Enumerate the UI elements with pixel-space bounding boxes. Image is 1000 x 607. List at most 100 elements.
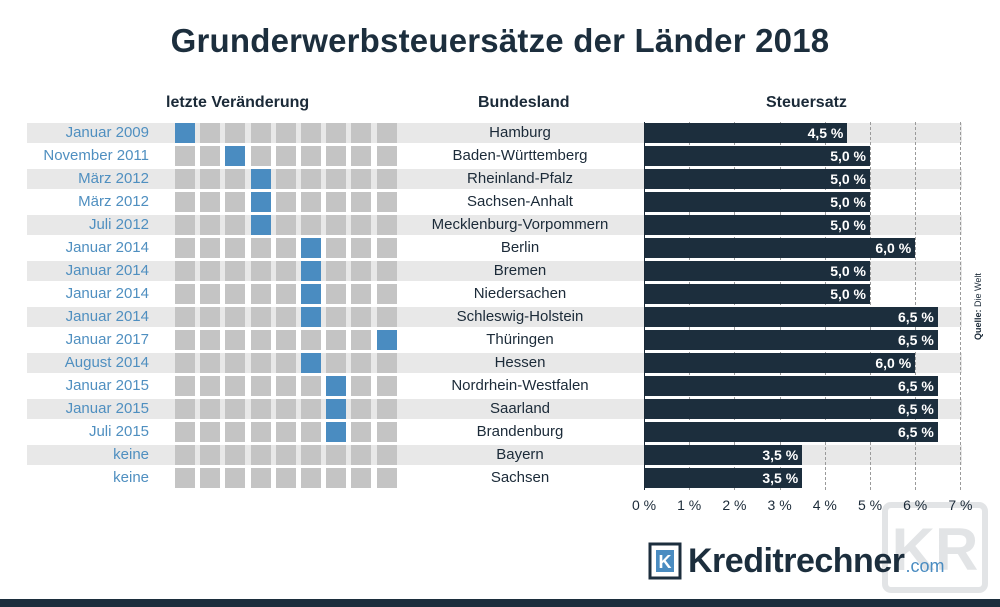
timeline-square-highlight: [250, 169, 271, 189]
rate-bar: [644, 376, 938, 396]
timeline-square: [351, 284, 372, 304]
timeline-square: [376, 146, 397, 166]
timeline-square: [250, 146, 271, 166]
timeline-square: [250, 284, 271, 304]
timeline-square: [200, 376, 221, 396]
state-label: Brandenburg: [476, 423, 564, 440]
timeline-square: [200, 146, 221, 166]
x-axis-baseline: [644, 122, 645, 490]
timeline-square: [175, 399, 195, 419]
timeline-square: [326, 445, 347, 465]
timeline-square: [351, 330, 372, 350]
x-tick-label: 0 %: [631, 497, 657, 513]
rate-bar: [644, 238, 916, 258]
timeline-square: [376, 353, 397, 373]
rate-bar: [644, 399, 938, 419]
rate-bar-label: 6,5 %: [897, 309, 934, 325]
timeline-square-highlight: [301, 353, 321, 373]
timeline-square: [225, 422, 246, 442]
last-change-label: keine: [113, 469, 149, 486]
last-change-label: März 2012: [78, 170, 149, 187]
timeline-square: [326, 284, 347, 304]
last-change-label: Januar 2009: [65, 124, 149, 141]
timeline-square: [275, 261, 296, 281]
timeline-square: [376, 468, 397, 488]
timeline-square: [301, 192, 321, 212]
timeline-square: [250, 399, 271, 419]
timeline-square: [250, 353, 271, 373]
timeline-square-highlight: [326, 399, 347, 419]
timeline-square: [275, 146, 296, 166]
gridline: [779, 122, 781, 490]
chart-title: Grunderwerbsteuersätze der Länder 2018: [170, 22, 830, 59]
timeline-square-highlight: [376, 330, 397, 350]
rate-bar-label: 5,0 %: [830, 171, 866, 187]
timeline-square: [175, 468, 195, 488]
timeline-square: [200, 123, 221, 143]
gridline: [824, 122, 826, 490]
timeline-square: [225, 238, 246, 258]
rate-bar-label: 6,0 %: [875, 240, 912, 256]
timeline-square: [376, 215, 397, 235]
last-change-label: Januar 2014: [65, 308, 149, 325]
header-rate: Steuersatz: [766, 94, 847, 111]
timeline-square: [376, 261, 397, 281]
timeline-square: [225, 353, 246, 373]
timeline-square: [275, 330, 296, 350]
timeline-square: [225, 376, 246, 396]
timeline-square: [301, 376, 321, 396]
timeline-square: [175, 215, 195, 235]
timeline-square: [351, 422, 372, 442]
timeline-square: [275, 468, 296, 488]
timeline-square: [225, 399, 246, 419]
timeline-square: [376, 284, 397, 304]
timeline-square-highlight: [326, 376, 347, 396]
last-change-label: November 2011: [43, 147, 149, 164]
timeline-square: [326, 261, 347, 281]
last-change-label: März 2012: [78, 193, 149, 210]
rate-bar-label: 6,5 %: [897, 424, 934, 440]
watermark-logo-icon: KR: [882, 502, 988, 593]
timeline-square: [275, 192, 296, 212]
timeline-square: [351, 146, 372, 166]
timeline-square: [200, 353, 221, 373]
timeline-square: [275, 399, 296, 419]
timeline-square: [351, 468, 372, 488]
timeline-square-highlight: [301, 261, 321, 281]
timeline-square: [376, 238, 397, 258]
gridline: [915, 122, 917, 490]
timeline-square: [351, 169, 372, 189]
timeline-square: [326, 192, 347, 212]
timeline-square: [200, 399, 221, 419]
timeline-square: [351, 238, 372, 258]
timeline-square: [301, 468, 321, 488]
timeline-square: [200, 215, 221, 235]
timeline-square: [275, 215, 296, 235]
last-change-label: Januar 2014: [65, 239, 149, 256]
state-label: Sachsen-Anhalt: [467, 193, 573, 210]
state-label: Baden-Württemberg: [452, 147, 588, 164]
brand-logo: K Kreditrechner .com: [648, 541, 944, 581]
timeline-square: [250, 307, 271, 327]
x-tick-label: 3 %: [767, 497, 792, 513]
timeline-square: [175, 169, 195, 189]
timeline-square: [175, 422, 195, 442]
timeline-square-highlight: [301, 238, 321, 258]
timeline-square: [376, 192, 397, 212]
timeline-square: [326, 468, 347, 488]
last-change-label: Januar 2014: [65, 262, 149, 279]
rate-bar: [644, 468, 803, 488]
timeline-square: [376, 422, 397, 442]
rate-bar: [644, 192, 870, 212]
rate-bar: [644, 445, 803, 465]
timeline-square: [351, 215, 372, 235]
timeline-square: [275, 307, 296, 327]
state-label: Schleswig-Holstein: [456, 308, 584, 325]
state-label: Rheinland-Pfalz: [467, 170, 573, 187]
state-label: Mecklenburg-Vorpommern: [431, 216, 609, 233]
timeline-square: [200, 307, 221, 327]
state-label: Saarland: [489, 400, 551, 417]
timeline-square: [225, 261, 246, 281]
timeline-square: [225, 445, 246, 465]
rate-bar-label: 5,0 %: [830, 217, 866, 233]
